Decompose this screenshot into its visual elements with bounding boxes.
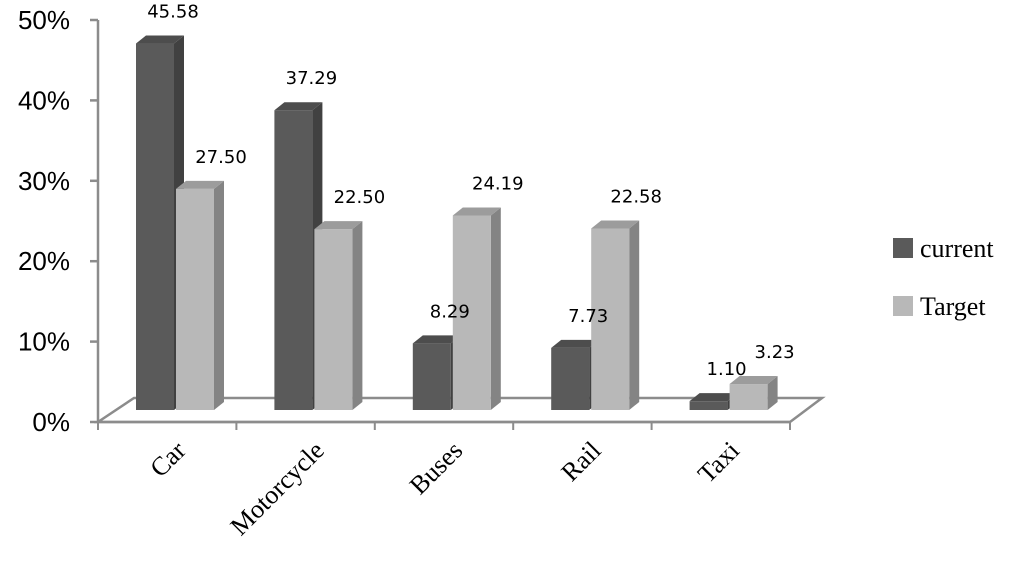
y-tick-label: 20% (18, 246, 70, 276)
data-label: 3.23 (755, 342, 795, 363)
data-label: 27.50 (195, 147, 247, 168)
bar-current-Buses (412, 343, 451, 410)
bar-top-face (176, 180, 224, 189)
bar-side-face (629, 220, 640, 410)
category-label: Rail (555, 436, 606, 487)
legend-swatch-Target (893, 296, 913, 316)
data-label: 8.29 (430, 301, 470, 322)
bar-side-face (352, 221, 363, 410)
bar-top-face (452, 207, 501, 216)
y-tick-label: 0% (32, 407, 70, 437)
legend-label-current: current (920, 234, 994, 263)
chart-bars (136, 35, 778, 410)
data-label: 22.58 (610, 186, 662, 207)
bar-side-face (767, 376, 778, 410)
bar-top-face (314, 221, 363, 230)
bar-Target-Rail (591, 228, 630, 410)
y-tick-label: 30% (18, 166, 70, 196)
category-label: Buses (404, 436, 468, 500)
y-tick-label: 10% (18, 327, 70, 357)
category-label: Taxi (692, 436, 745, 489)
bar-top-face (591, 220, 640, 229)
bar-Target-Motorcycle (314, 229, 353, 410)
bar-Target-Buses (452, 215, 491, 410)
bar-top-face (689, 393, 738, 402)
y-tick-label: 50% (18, 5, 70, 35)
bar-top-face (729, 376, 778, 385)
data-label: 22.50 (334, 187, 386, 208)
data-label: 45.58 (147, 2, 199, 23)
bar-current-Car (136, 43, 174, 410)
legend-label-Target: Target (920, 292, 986, 321)
bar-top-face (551, 339, 600, 348)
bar-top-face (412, 335, 461, 344)
bar-side-face (214, 180, 224, 410)
bar-current-Motorcycle (274, 110, 313, 410)
category-label: Car (144, 435, 191, 482)
legend-swatch-current (893, 238, 913, 258)
bar-current-Rail (551, 347, 590, 410)
data-label: 37.29 (286, 68, 338, 89)
bar-Target-Taxi (729, 384, 768, 410)
bar-Target-Car (176, 188, 214, 410)
category-label: Motorcycle (225, 436, 330, 541)
data-label: 1.10 (707, 359, 747, 380)
data-label: 7.73 (568, 306, 608, 327)
data-label: 24.19 (472, 174, 524, 195)
chart-data-labels: 45.58 27.50 37.29 22.50 8.29 24.19 7.73 22.58 1.… (147, 2, 794, 381)
bar-top-face (274, 102, 323, 111)
bar-current-Taxi (689, 401, 728, 410)
y-tick-label: 40% (18, 85, 70, 115)
chart-legend: current Target (893, 234, 994, 321)
bar-side-face (490, 207, 501, 410)
bar-top-face (136, 35, 184, 44)
